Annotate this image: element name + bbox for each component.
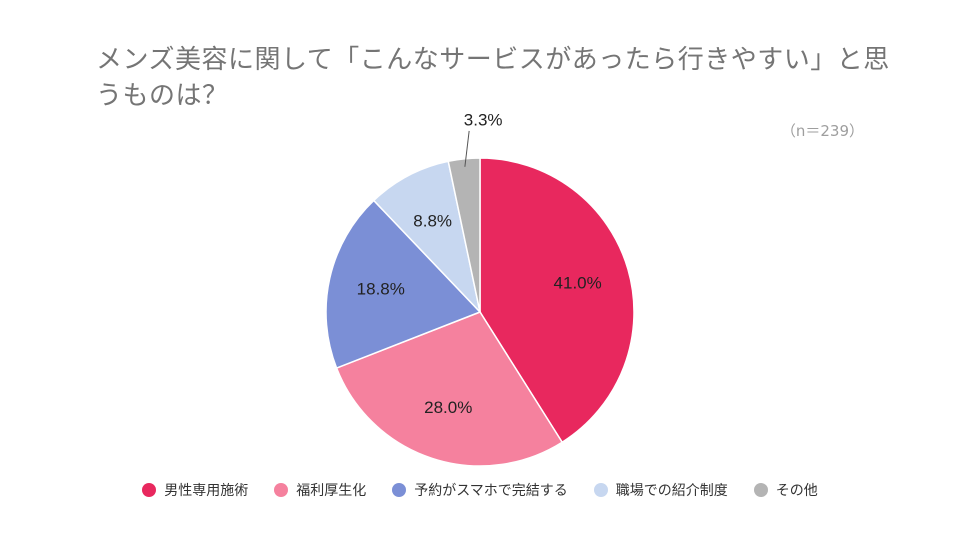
chart-title: メンズ美容に関して「こんなサービスがあったら行きやすい」と思うものは？ bbox=[96, 45, 890, 111]
legend-label-2: 予約がスマホで完結する bbox=[414, 483, 568, 499]
slice-data-label-4: 3.3% bbox=[464, 110, 503, 129]
legend-item-0: 男性専用施術 bbox=[142, 480, 248, 500]
pie-slice-3 bbox=[372, 160, 482, 315]
legend-swatch-4 bbox=[753, 483, 768, 497]
pie-slice-2 bbox=[325, 199, 482, 370]
legend-label-0: 男性専用施術 bbox=[164, 483, 249, 499]
legend-swatch-0 bbox=[142, 483, 157, 497]
sample-size-note: （n＝239） bbox=[780, 122, 864, 140]
legend-label-3: 職場での紹介制度 bbox=[615, 483, 728, 499]
slice-leader-line-4 bbox=[464, 130, 470, 167]
slice-data-label-3: 8.8% bbox=[413, 212, 452, 231]
slice-data-label-2: 18.8% bbox=[357, 279, 405, 298]
legend-item-1: 福利厚生化 bbox=[274, 480, 366, 500]
legend-swatch-2 bbox=[392, 483, 407, 497]
pie-slice-1 bbox=[335, 311, 564, 467]
pie-slice-0 bbox=[479, 157, 635, 444]
legend-item-2: 予約がスマホで完結する bbox=[392, 480, 568, 500]
legend-item-4: その他 bbox=[753, 480, 818, 500]
legend-label-4: その他 bbox=[775, 483, 818, 499]
slice-data-label-1: 28.0% bbox=[424, 398, 472, 417]
pie-slice-4 bbox=[447, 157, 481, 313]
legend-label-1: 福利厚生化 bbox=[296, 483, 367, 499]
legend-swatch-1 bbox=[274, 483, 289, 497]
legend: 男性専用施術 福利厚生化 予約がスマホで完結する 職場での紹介制度 その他 bbox=[0, 480, 960, 500]
slice-data-label-0: 41.0% bbox=[554, 273, 602, 292]
legend-item-3: 職場での紹介制度 bbox=[593, 480, 728, 500]
legend-swatch-3 bbox=[593, 483, 608, 497]
